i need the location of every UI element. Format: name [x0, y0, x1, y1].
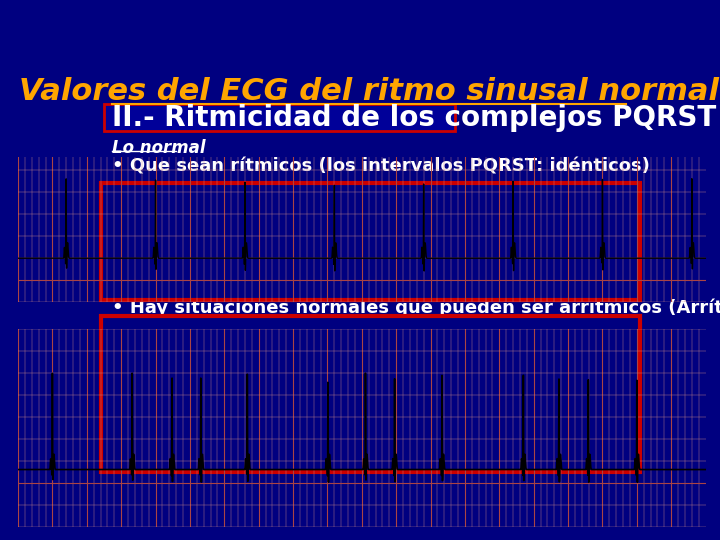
Text: • Que sean rítmicos (los intervalos PQRST: idénticos): • Que sean rítmicos (los intervalos PQRS…	[112, 158, 650, 176]
Text: II.- Ritmicidad de los complejos PQRST: II.- Ritmicidad de los complejos PQRST	[112, 104, 716, 132]
Text: Lo normal: Lo normal	[112, 139, 206, 157]
Text: • Hay situaciones normales que pueden ser arrítmicos (Arrítmia respiratoria): • Hay situaciones normales que pueden se…	[112, 299, 720, 318]
FancyBboxPatch shape	[104, 104, 456, 131]
Text: Valores del ECG del ritmo sinusal normal: Valores del ECG del ritmo sinusal normal	[19, 77, 719, 106]
